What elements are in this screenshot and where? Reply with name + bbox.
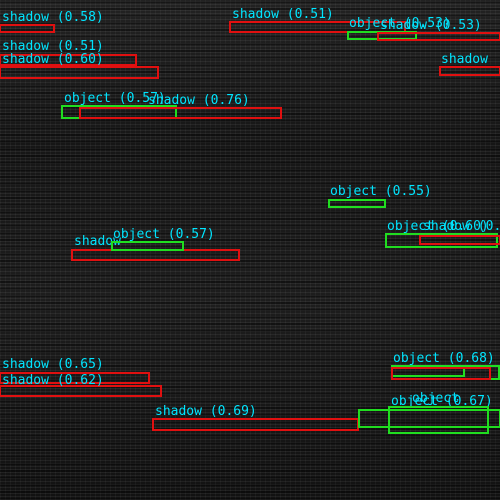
detection-label: shadow (0.62) bbox=[2, 373, 104, 388]
shadow-box bbox=[419, 235, 500, 245]
shadow-box bbox=[71, 249, 240, 261]
shadow-detection: shadow (0.65) bbox=[0, 357, 150, 384]
detection-label: object (0.53) bbox=[349, 16, 451, 31]
detection-label: shadow (0.60) bbox=[2, 52, 104, 67]
shadow-detection: shadow (0.51) bbox=[0, 39, 137, 66]
detection-label: shadow (0.53) bbox=[380, 18, 482, 33]
object-detection: object (0.60) bbox=[385, 219, 498, 248]
object-detection: object (0.55) bbox=[328, 184, 432, 208]
shadow-box bbox=[0, 54, 137, 66]
shadow-box bbox=[377, 32, 500, 41]
detection-label: shadow (0.58) bbox=[2, 10, 104, 25]
object-detection: object bbox=[388, 391, 489, 434]
shadow-detection: shadow (0.62) bbox=[0, 373, 162, 397]
shadow-box bbox=[0, 66, 159, 79]
object-box bbox=[328, 199, 386, 208]
shadow-detection: shadow (0.53) bbox=[377, 18, 500, 41]
shadow-detection: shadow (0.69) bbox=[152, 404, 359, 431]
object-detection: object (0.68) bbox=[391, 351, 500, 380]
detection-label: object (0.60) bbox=[387, 219, 489, 234]
shadow-box bbox=[229, 21, 406, 33]
detection-label: shadow bbox=[74, 234, 121, 249]
detection-label: object bbox=[412, 391, 459, 406]
shadow-detection: shadow (0.65) bbox=[419, 219, 500, 245]
detection-label: shadow (0.51) bbox=[2, 39, 104, 54]
shadow-box bbox=[439, 66, 500, 76]
detection-label: shadow (0.65) bbox=[423, 219, 500, 234]
detection-label: shadow (0.65) bbox=[2, 357, 104, 372]
shadow-detection: shadow bbox=[439, 52, 500, 76]
object-box bbox=[385, 233, 498, 248]
shadow-box bbox=[0, 24, 55, 33]
shadow-box bbox=[391, 367, 491, 380]
shadow-detection: shadow (0.60) bbox=[0, 52, 159, 79]
detection-label: shadow bbox=[441, 52, 488, 67]
detection-label: shadow (0.69) bbox=[155, 404, 257, 419]
detection-label: object (0.67) bbox=[391, 394, 493, 409]
detection-label: object (0.57) bbox=[113, 227, 215, 242]
object-detection: object (0.57) bbox=[111, 227, 215, 251]
shadow-box bbox=[152, 418, 359, 431]
shadow-box bbox=[79, 107, 282, 119]
shadow-box bbox=[0, 372, 150, 384]
detection-label: object (0.68) bbox=[393, 351, 495, 366]
shadow-detection: shadow (0.58) bbox=[0, 10, 104, 33]
object-box bbox=[388, 406, 489, 434]
shadow-detection: shadow (0.76) bbox=[79, 93, 282, 119]
detection-label: shadow (0.51) bbox=[232, 7, 334, 22]
object-detection: object (0.67) bbox=[358, 394, 500, 428]
shadow-box bbox=[0, 385, 162, 397]
detection-label: shadow (0.76) bbox=[148, 93, 250, 108]
object-box bbox=[358, 409, 500, 428]
object-box bbox=[111, 241, 184, 251]
shadow-detection: shadow (0.51) bbox=[229, 7, 406, 33]
detection-label: object (0.55) bbox=[330, 184, 432, 199]
detection-label: object (0.57) bbox=[64, 91, 166, 106]
